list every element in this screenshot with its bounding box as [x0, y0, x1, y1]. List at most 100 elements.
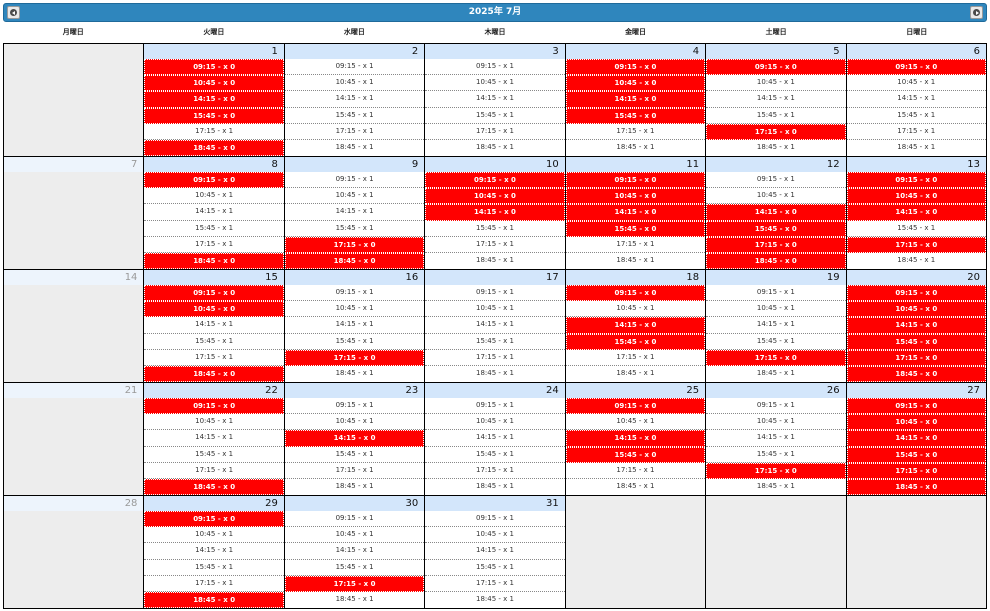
- time-slot-full[interactable]: 14:15 - x 0: [846, 317, 986, 334]
- time-slot[interactable]: 09:15 - x 1: [284, 285, 425, 302]
- time-slot[interactable]: 10:45 - x 1: [425, 301, 565, 318]
- time-slot[interactable]: 10:45 - x 1: [284, 527, 425, 544]
- time-slot[interactable]: 15:45 - x 1: [144, 560, 284, 576]
- time-slot-full[interactable]: 09:15 - x 0: [565, 172, 706, 189]
- time-slot[interactable]: 18:45 - x 1: [756, 368, 795, 377]
- time-slot[interactable]: 10:45 - x 1: [284, 414, 425, 431]
- time-slot[interactable]: 10:45 - x 1: [706, 75, 846, 92]
- time-slot[interactable]: 10:45 - x 1: [284, 188, 425, 205]
- time-slot-full[interactable]: 18:45 - x 0: [706, 252, 846, 269]
- time-slot[interactable]: 18:45 - x 1: [756, 142, 795, 151]
- time-slot-full[interactable]: 14:15 - x 0: [284, 430, 425, 447]
- time-slot-full[interactable]: 09:15 - x 0: [846, 59, 986, 76]
- time-slot-full[interactable]: 09:15 - x 0: [846, 172, 986, 189]
- time-slot-full[interactable]: 09:15 - x 0: [565, 59, 706, 76]
- time-slot-full[interactable]: 10:45 - x 0: [144, 301, 284, 318]
- time-slot-full[interactable]: 18:45 - x 0: [284, 252, 425, 269]
- time-slot[interactable]: 17:15 - x 1: [565, 124, 706, 140]
- time-slot-full[interactable]: 09:15 - x 0: [144, 398, 284, 415]
- time-slot[interactable]: 10:45 - x 1: [565, 301, 706, 318]
- time-slot-full[interactable]: 17:15 - x 0: [846, 236, 986, 253]
- time-slot-full[interactable]: 15:45 - x 0: [846, 333, 986, 350]
- time-slot-full[interactable]: 18:45 - x 0: [144, 252, 284, 269]
- time-slot[interactable]: 17:15 - x 1: [425, 124, 565, 140]
- time-slot[interactable]: 15:45 - x 1: [425, 108, 565, 124]
- prev-month-button[interactable]: [7, 6, 20, 19]
- time-slot[interactable]: 17:15 - x 1: [565, 463, 706, 479]
- time-slot-full[interactable]: 10:45 - x 0: [846, 414, 986, 431]
- time-slot-full[interactable]: 18:45 - x 0: [846, 365, 986, 382]
- time-slot-full[interactable]: 14:15 - x 0: [565, 204, 706, 221]
- time-slot-full[interactable]: 17:15 - x 0: [706, 123, 846, 140]
- time-slot-full[interactable]: 15:45 - x 0: [846, 446, 986, 463]
- time-slot[interactable]: 15:45 - x 1: [425, 560, 565, 576]
- time-slot-full[interactable]: 18:45 - x 0: [144, 591, 284, 608]
- time-slot[interactable]: 18:45 - x 1: [616, 481, 655, 490]
- time-slot[interactable]: 14:15 - x 1: [144, 543, 284, 560]
- time-slot[interactable]: 14:15 - x 1: [284, 543, 425, 560]
- time-slot[interactable]: 18:45 - x 1: [897, 142, 936, 151]
- time-slot[interactable]: 09:15 - x 1: [706, 285, 846, 302]
- time-slot[interactable]: 15:45 - x 1: [425, 334, 565, 350]
- time-slot[interactable]: 09:15 - x 1: [284, 398, 425, 415]
- time-slot[interactable]: 09:15 - x 1: [284, 172, 425, 189]
- time-slot[interactable]: 17:15 - x 1: [425, 350, 565, 366]
- time-slot[interactable]: 09:15 - x 1: [284, 511, 425, 528]
- time-slot-full[interactable]: 17:15 - x 0: [846, 349, 986, 366]
- time-slot[interactable]: 10:45 - x 1: [425, 75, 565, 92]
- time-slot[interactable]: 17:15 - x 1: [846, 124, 986, 140]
- time-slot[interactable]: 10:45 - x 1: [144, 527, 284, 544]
- time-slot[interactable]: 15:45 - x 1: [706, 447, 846, 463]
- time-slot[interactable]: 17:15 - x 1: [284, 124, 425, 140]
- time-slot[interactable]: 17:15 - x 1: [284, 463, 425, 479]
- time-slot[interactable]: 10:45 - x 1: [144, 188, 284, 205]
- time-slot[interactable]: 15:45 - x 1: [284, 221, 425, 237]
- time-slot-full[interactable]: 10:45 - x 0: [565, 75, 706, 92]
- time-slot[interactable]: 10:45 - x 1: [144, 414, 284, 431]
- time-slot[interactable]: 18:45 - x 1: [476, 594, 514, 603]
- time-slot-full[interactable]: 14:15 - x 0: [144, 91, 284, 108]
- time-slot[interactable]: 15:45 - x 1: [846, 108, 986, 124]
- time-slot[interactable]: 09:15 - x 1: [706, 172, 846, 189]
- time-slot-full[interactable]: 17:15 - x 0: [706, 349, 846, 366]
- time-slot[interactable]: 14:15 - x 1: [144, 430, 284, 447]
- time-slot[interactable]: 14:15 - x 1: [284, 317, 425, 334]
- time-slot-full[interactable]: 15:45 - x 0: [144, 107, 284, 124]
- time-slot[interactable]: 10:45 - x 1: [706, 301, 846, 318]
- time-slot-full[interactable]: 10:45 - x 0: [565, 188, 706, 205]
- time-slot[interactable]: 09:15 - x 1: [425, 511, 565, 528]
- time-slot[interactable]: 14:15 - x 1: [425, 543, 565, 560]
- time-slot[interactable]: 18:45 - x 1: [897, 255, 936, 264]
- time-slot-full[interactable]: 09:15 - x 0: [565, 398, 706, 415]
- time-slot[interactable]: 10:45 - x 1: [706, 414, 846, 431]
- time-slot-full[interactable]: 15:45 - x 0: [565, 220, 706, 237]
- time-slot-full[interactable]: 14:15 - x 0: [706, 204, 846, 221]
- time-slot[interactable]: 18:45 - x 1: [476, 368, 514, 377]
- time-slot-full[interactable]: 10:45 - x 0: [144, 75, 284, 92]
- time-slot[interactable]: 15:45 - x 1: [425, 221, 565, 237]
- time-slot[interactable]: 18:45 - x 1: [335, 368, 374, 377]
- time-slot-full[interactable]: 15:45 - x 0: [565, 107, 706, 124]
- time-slot-full[interactable]: 17:15 - x 0: [284, 236, 425, 253]
- time-slot[interactable]: 09:15 - x 1: [425, 285, 565, 302]
- time-slot[interactable]: 10:45 - x 1: [706, 188, 846, 205]
- time-slot-full[interactable]: 14:15 - x 0: [565, 317, 706, 334]
- time-slot[interactable]: 18:45 - x 1: [616, 368, 655, 377]
- time-slot-full[interactable]: 18:45 - x 0: [144, 365, 284, 382]
- time-slot[interactable]: 15:45 - x 1: [846, 221, 986, 237]
- time-slot-full[interactable]: 18:45 - x 0: [846, 478, 986, 495]
- time-slot[interactable]: 14:15 - x 1: [706, 430, 846, 447]
- time-slot-full[interactable]: 09:15 - x 0: [144, 511, 284, 528]
- time-slot-full[interactable]: 17:15 - x 0: [284, 575, 425, 592]
- time-slot-full[interactable]: 17:15 - x 0: [846, 462, 986, 479]
- time-slot-full[interactable]: 18:45 - x 0: [144, 139, 284, 156]
- time-slot[interactable]: 10:45 - x 1: [284, 75, 425, 92]
- time-slot[interactable]: 09:15 - x 1: [284, 59, 425, 76]
- time-slot-full[interactable]: 09:15 - x 0: [706, 59, 846, 76]
- time-slot[interactable]: 15:45 - x 1: [425, 447, 565, 463]
- time-slot[interactable]: 18:45 - x 1: [756, 481, 795, 490]
- time-slot[interactable]: 09:15 - x 1: [425, 59, 565, 76]
- time-slot[interactable]: 15:45 - x 1: [284, 334, 425, 350]
- time-slot[interactable]: 17:15 - x 1: [565, 237, 706, 253]
- time-slot[interactable]: 18:45 - x 1: [476, 481, 514, 490]
